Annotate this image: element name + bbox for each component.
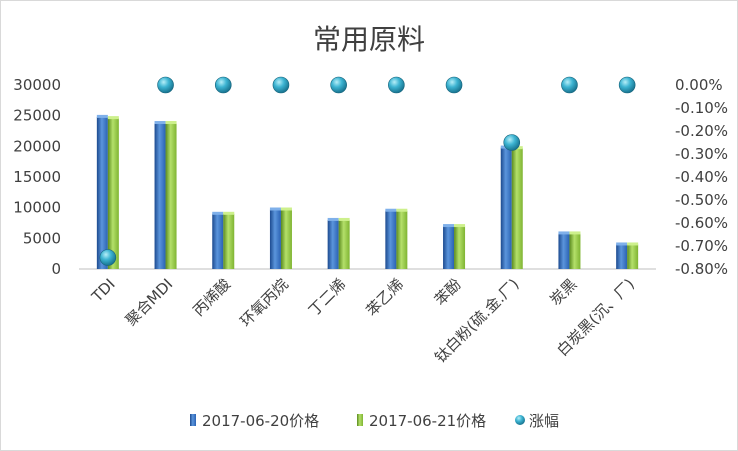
chart-title: 常用原料 [313, 23, 425, 56]
bar-0621 [396, 210, 408, 269]
bar-top-0621 [627, 242, 639, 246]
left-tick-label: 15000 [13, 168, 61, 186]
right-axis: -0.80% -0.70% -0.60% -0.50% -0.40% -0.30% -0.2… [675, 76, 728, 278]
right-tick-label: 0.00% [675, 76, 723, 94]
bar-0621 [569, 233, 581, 269]
change-dot [561, 76, 578, 94]
bar-top-0620 [269, 207, 281, 211]
change-dot [272, 76, 290, 94]
right-tick-label: -0.70% [675, 237, 728, 255]
bar-top-0620 [443, 224, 455, 228]
left-tick-label: 10000 [13, 199, 61, 217]
bar-0620 [443, 226, 455, 269]
bar-0621 [280, 209, 292, 269]
bar-top-0621 [165, 121, 177, 125]
bars [96, 114, 639, 270]
bar-0620 [385, 210, 397, 269]
category-label: 苯酚 [431, 275, 465, 309]
bar-top-0621 [454, 224, 466, 228]
change-dot [503, 134, 521, 151]
dots [99, 76, 636, 266]
bar-0620 [212, 213, 224, 269]
legend-label: 2017-06-21价格 [369, 412, 486, 430]
legend-label: 涨幅 [529, 412, 559, 430]
right-tick-label: -0.10% [675, 99, 728, 117]
change-dot [445, 76, 463, 94]
bar-0620 [269, 209, 281, 269]
legend: 2017-06-20价格 2017-06-21价格 涨幅 [190, 412, 559, 430]
left-tick-label: 0 [51, 260, 61, 278]
change-dot [214, 76, 232, 94]
left-tick-label: 20000 [13, 137, 61, 155]
left-tick-label: 25000 [13, 107, 61, 125]
bar-top-0621 [107, 116, 119, 120]
left-tick-label: 30000 [13, 76, 61, 94]
change-dot [330, 76, 347, 94]
bar-top-0621 [338, 217, 350, 221]
bar-top-0620 [558, 231, 570, 235]
bar-0620 [558, 233, 570, 269]
right-tick-label: -0.20% [675, 122, 728, 140]
bar-top-0621 [569, 231, 581, 235]
bar-0621 [511, 148, 523, 269]
change-dot [99, 249, 117, 266]
right-tick-label: -0.60% [675, 214, 728, 232]
bar-0621 [165, 123, 177, 269]
category-label: 聚合MDI [122, 275, 176, 329]
right-tick-label: -0.30% [675, 145, 728, 163]
change-dot [388, 76, 405, 94]
bar-0620 [500, 147, 512, 269]
right-tick-label: -0.50% [675, 191, 728, 209]
bar-0621 [107, 118, 119, 270]
legend-swatch [190, 414, 196, 426]
bar-0620 [327, 219, 339, 269]
left-axis: 0 5000 10000 15000 20000 25000 30000 [13, 76, 61, 278]
bar-0621 [454, 226, 466, 269]
category-label: 环氧丙烷 [237, 275, 292, 330]
bar-top-0620 [327, 217, 339, 221]
category-label: TDI [87, 275, 118, 306]
bar-0620 [96, 116, 108, 269]
legend-swatch [515, 415, 525, 425]
bar-top-0621 [396, 208, 408, 212]
bar-0620 [616, 244, 628, 269]
left-tick-label: 5000 [23, 229, 61, 247]
right-tick-label: -0.80% [675, 260, 728, 278]
bar-0621 [338, 219, 350, 269]
change-dot [618, 76, 636, 94]
bar-top-0621 [280, 207, 292, 211]
bar-top-0620 [385, 208, 397, 212]
change-dot [157, 76, 174, 94]
bar-top-0620 [96, 114, 108, 118]
right-tick-label: -0.40% [675, 168, 728, 186]
bar-0620 [154, 123, 166, 269]
bar-0621 [223, 213, 235, 269]
bar-top-0621 [223, 211, 235, 215]
category-label: 丙烯酸 [190, 275, 235, 320]
category-label: 苯乙烯 [363, 275, 408, 320]
bar-top-0620 [212, 211, 224, 215]
category-label: 炭黑 [546, 275, 580, 309]
legend-swatch [357, 414, 363, 426]
bar-top-0620 [616, 242, 628, 246]
bar-top-0620 [154, 121, 166, 125]
legend-label: 2017-06-20价格 [202, 412, 319, 430]
category-label: 丁二烯 [305, 275, 350, 320]
bar-0621 [627, 244, 639, 269]
